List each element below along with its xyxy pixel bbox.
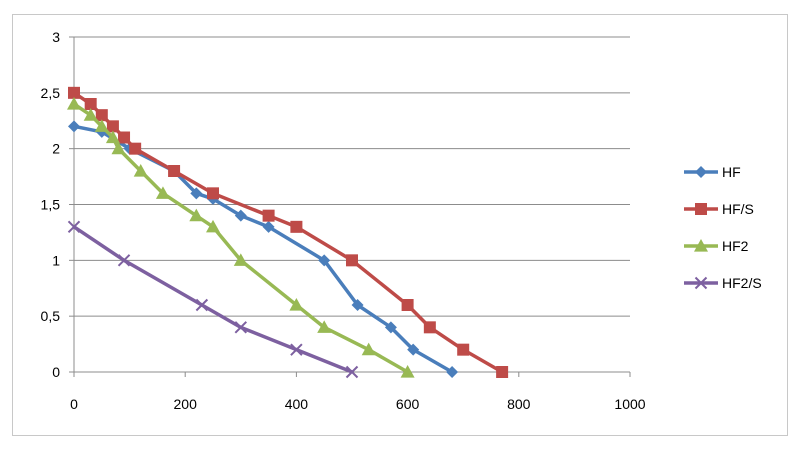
- x-tick-label: 600: [396, 396, 420, 412]
- data-point-hf-s-9: [290, 220, 303, 233]
- data-point-hf-9: [351, 299, 364, 311]
- data-point-hf2-1: [83, 108, 98, 121]
- data-point-hf-s-8: [262, 209, 275, 222]
- legend-item-hf: HF: [684, 164, 741, 180]
- data-point-hf-s-13: [457, 343, 470, 356]
- data-point-hf-s-0: [68, 86, 80, 99]
- series-line-hf-s: [73, 91, 503, 374]
- legend-label-hf: HF: [722, 164, 741, 180]
- series-hf-s: [68, 86, 509, 378]
- data-point-hf-7: [262, 220, 275, 233]
- legend-label-hf2-s: HF2/S: [722, 275, 762, 291]
- series-hf2-s: [67, 220, 359, 379]
- data-point-hf-s-4: [118, 131, 131, 144]
- x-tick-label: 200: [174, 396, 198, 412]
- data-point-hf2-4: [111, 141, 126, 155]
- data-point-hf-s-14: [496, 366, 509, 378]
- series-hf2: [67, 97, 415, 378]
- data-point-hf2-s-2: [195, 298, 209, 312]
- series-line-hf2-s: [73, 225, 353, 374]
- y-axis-ticks: 0 0,5 1 1,5 2 2,5 3: [41, 29, 74, 380]
- x-tick-label: 800: [507, 396, 531, 412]
- data-point-hf2-6: [155, 186, 170, 199]
- data-point-hf2-9: [233, 253, 248, 266]
- series-group: [67, 86, 509, 379]
- legend-marker-hf2: [694, 239, 708, 252]
- data-point-hf2-11: [317, 320, 332, 333]
- y-tick-label: 0,5: [41, 308, 61, 324]
- legend-item-hf2: HF2: [684, 238, 749, 254]
- data-point-hf2-s-1: [117, 254, 131, 267]
- data-point-hf2-8: [206, 219, 220, 233]
- data-point-hf2-0: [67, 97, 81, 110]
- data-point-hf-10: [384, 321, 397, 334]
- data-point-hf-12: [446, 366, 459, 378]
- data-point-hf2-3: [105, 130, 120, 144]
- data-point-hf-s-5: [129, 142, 142, 155]
- legend-label-hf-s: HF/S: [722, 201, 754, 217]
- legend-item-hf-s: HF/S: [684, 201, 754, 217]
- legend: HF HF/S HF2 HF2/S: [684, 164, 762, 291]
- y-tick-label: 1: [52, 252, 60, 268]
- data-point-hf-s-2: [95, 109, 108, 122]
- data-point-hf2-s-5: [345, 365, 359, 379]
- y-tick-label: 3: [52, 29, 60, 45]
- data-point-hf2-s-0: [67, 220, 81, 234]
- data-point-hf-s-6: [168, 165, 181, 177]
- x-tick-label: 0: [70, 396, 78, 412]
- data-point-hf-s-7: [207, 187, 219, 200]
- gridlines: [74, 36, 630, 317]
- data-point-hf-8: [318, 254, 331, 267]
- data-point-hf2-s-3: [234, 321, 248, 334]
- y-tick-label: 0: [52, 364, 60, 380]
- x-tick-label: 1000: [614, 396, 645, 412]
- data-point-hf-6: [234, 209, 247, 222]
- data-point-hf2-2: [94, 119, 109, 132]
- data-point-hf-s-12: [423, 321, 436, 334]
- legend-marker-hf-s: [695, 203, 707, 215]
- data-point-hf-s-3: [106, 120, 119, 133]
- legend-label-hf2: HF2: [722, 238, 749, 254]
- data-point-hf-0: [68, 120, 80, 133]
- x-tick-label: 400: [285, 396, 309, 412]
- data-point-hf2-s-4: [290, 343, 303, 356]
- data-point-hf2-5: [133, 164, 148, 177]
- data-point-hf2-13: [400, 365, 415, 378]
- legend-marker-hf2-s: [694, 276, 708, 290]
- data-point-hf2-10: [289, 298, 304, 311]
- y-tick-label: 1,5: [41, 197, 61, 213]
- legend-item-hf2-s: HF2/S: [684, 275, 762, 291]
- data-point-hf-11: [407, 343, 420, 356]
- y-tick-label: 2: [52, 141, 60, 157]
- y-tick-label: 2,5: [41, 85, 61, 101]
- data-point-hf-s-11: [401, 299, 414, 311]
- x-axis-ticks: 0 200 400 600 800 1000: [70, 372, 646, 412]
- legend-marker-hf: [695, 166, 707, 178]
- data-point-hf-s-1: [84, 98, 97, 110]
- data-point-hf-s-10: [346, 254, 358, 267]
- data-point-hf2-7: [189, 208, 204, 222]
- data-point-hf-4: [190, 187, 203, 200]
- data-point-hf2-12: [361, 342, 376, 356]
